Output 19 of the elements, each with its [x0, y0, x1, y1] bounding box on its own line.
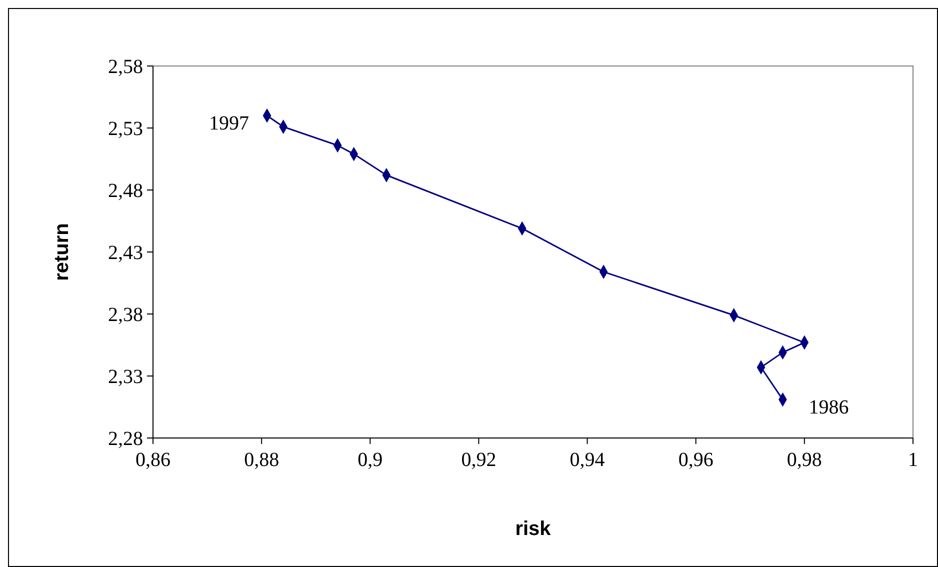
y-tick-label: 2,43: [108, 242, 143, 264]
x-tick-label: 0,86: [136, 449, 170, 471]
x-tick-label: 0,96: [678, 449, 714, 471]
x-tick-label: 0,94: [570, 449, 605, 471]
x-tick-label: 0,88: [244, 449, 280, 471]
y-tick-label: 2,33: [108, 366, 143, 388]
y-tick-label: 2,38: [108, 304, 143, 326]
x-tick-label: 0,92: [461, 449, 496, 471]
annotation: 1986: [808, 396, 849, 419]
x-tick-label: 1: [908, 449, 918, 471]
y-tick-label: 2,53: [108, 118, 143, 140]
annotation: 1997: [209, 112, 249, 135]
x-tick-label: 0,9: [358, 449, 383, 471]
y-tick-label: 2,48: [108, 180, 143, 202]
x-axis-title: risk: [515, 518, 552, 540]
y-tick-label: 2,58: [108, 56, 143, 78]
x-tick-label: 0,98: [786, 449, 822, 471]
y-axis-title: return: [51, 223, 73, 281]
y-tick-label: 2,28: [108, 428, 143, 450]
